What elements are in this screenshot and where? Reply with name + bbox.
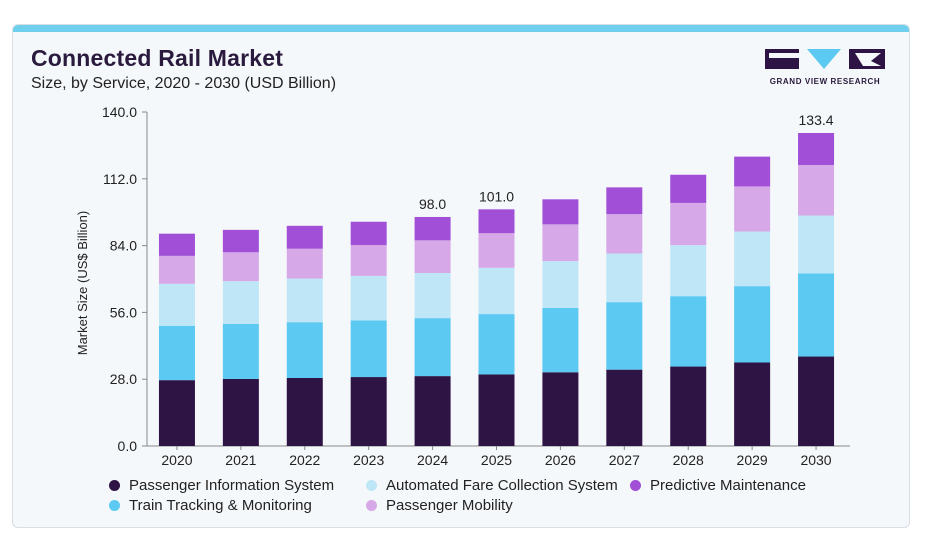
legend-item-passenger-information-system: Passenger Information System	[109, 477, 334, 494]
legend-label: Passenger Information System	[129, 477, 335, 494]
chart-title: Connected Rail Market	[31, 45, 284, 71]
legend-label: Passenger Mobility	[386, 497, 513, 514]
bar-segment-automated-fare-collection-system-2030	[798, 215, 835, 274]
bar-segment-passenger-mobility-2023	[350, 245, 387, 276]
legend-label: Predictive Maintenance	[650, 477, 806, 494]
bar-segment-predictive-maintenance-2029	[734, 156, 771, 187]
y-tick-label: 56.0	[110, 304, 137, 320]
bar-total-label: 101.0	[479, 188, 514, 204]
x-tick-label: 2028	[673, 452, 704, 468]
bar-segment-automated-fare-collection-system-2020	[158, 283, 195, 326]
bar-segment-automated-fare-collection-system-2029	[734, 231, 771, 287]
bar-segment-predictive-maintenance-2030	[798, 132, 835, 165]
bar-segment-passenger-information-system-2022	[286, 378, 323, 446]
x-tick-label: 2022	[289, 452, 320, 468]
bar-segment-passenger-information-system-2027	[606, 369, 643, 446]
bar-segment-passenger-mobility-2025	[478, 233, 515, 268]
x-tick-label: 2029	[737, 452, 768, 468]
bar-segment-passenger-information-system-2029	[734, 362, 771, 446]
card-accent-bar	[13, 25, 909, 32]
legend-swatch	[366, 480, 377, 491]
x-tick-label: 2030	[800, 452, 831, 468]
bar-segment-train-tracking-monitoring-2026	[542, 307, 579, 373]
bar-segment-passenger-mobility-2030	[798, 164, 835, 216]
x-tick-label: 2026	[545, 452, 576, 468]
bar-segment-passenger-information-system-2024	[414, 376, 451, 446]
chart-legend: Passenger Information System Automated Fa…	[109, 477, 869, 521]
bar-segment-passenger-information-system-2026	[542, 372, 579, 446]
legend-swatch	[366, 500, 377, 511]
x-tick-label: 2024	[417, 452, 448, 468]
bar-segment-passenger-information-system-2021	[222, 378, 259, 446]
bar-segment-predictive-maintenance-2021	[222, 229, 259, 253]
bar-segment-passenger-information-system-2023	[350, 377, 387, 446]
bar-segment-passenger-mobility-2020	[158, 255, 195, 284]
y-tick-label: 28.0	[110, 371, 137, 387]
bar-segment-predictive-maintenance-2024	[414, 216, 451, 241]
bar-segment-train-tracking-monitoring-2021	[222, 323, 259, 379]
bar-segment-passenger-mobility-2021	[222, 252, 259, 282]
bar-total-label: 133.4	[799, 112, 834, 128]
bar-segment-predictive-maintenance-2027	[606, 187, 643, 215]
bar-segment-automated-fare-collection-system-2022	[286, 278, 323, 323]
y-tick-label: 112.0	[103, 171, 137, 187]
bar-segment-train-tracking-monitoring-2030	[798, 273, 835, 357]
bar-segment-train-tracking-monitoring-2020	[158, 325, 195, 381]
bar-segment-predictive-maintenance-2028	[670, 174, 707, 203]
y-tick-label: 0.0	[118, 438, 138, 454]
legend-item-passenger-mobility: Passenger Mobility	[366, 497, 513, 514]
bar-segment-passenger-mobility-2029	[734, 186, 771, 232]
bar-segment-passenger-information-system-2020	[158, 380, 195, 446]
bar-segment-automated-fare-collection-system-2023	[350, 275, 387, 321]
legend-swatch	[630, 480, 641, 491]
chart-subtitle: Size, by Service, 2020 - 2030 (USD Billi…	[31, 75, 337, 92]
bar-segment-automated-fare-collection-system-2021	[222, 281, 259, 324]
bar-segment-predictive-maintenance-2026	[542, 199, 579, 225]
bar-segment-predictive-maintenance-2020	[158, 233, 195, 256]
legend-label: Automated Fare Collection System	[386, 477, 618, 494]
bar-segment-automated-fare-collection-system-2027	[606, 253, 643, 303]
bar-segment-passenger-information-system-2030	[798, 356, 835, 446]
x-tick-label: 2023	[353, 452, 384, 468]
bar-segment-train-tracking-monitoring-2029	[734, 286, 771, 363]
legend-item-predictive-maintenance: Predictive Maintenance	[630, 477, 806, 494]
bar-segment-passenger-mobility-2026	[542, 224, 579, 262]
bar-segment-automated-fare-collection-system-2028	[670, 245, 707, 297]
x-tick-label: 2027	[609, 452, 640, 468]
x-tick-label: 2025	[481, 452, 512, 468]
x-tick-label: 2020	[161, 452, 192, 468]
bar-segment-automated-fare-collection-system-2024	[414, 273, 451, 319]
legend-swatch	[109, 500, 120, 511]
logo-mark-icon	[765, 49, 885, 69]
bar-segment-predictive-maintenance-2022	[286, 225, 323, 249]
bar-segment-train-tracking-monitoring-2023	[350, 320, 387, 378]
y-tick-label: 84.0	[110, 238, 137, 254]
y-tick-label: 140.0	[102, 104, 137, 120]
bar-segment-automated-fare-collection-system-2025	[478, 267, 515, 315]
bar-segment-passenger-mobility-2028	[670, 202, 707, 246]
bar-segment-train-tracking-monitoring-2025	[478, 314, 515, 375]
y-axis-label: Market Size (US$ Billion)	[75, 211, 90, 356]
legend-swatch	[109, 480, 120, 491]
bar-segment-train-tracking-monitoring-2024	[414, 318, 451, 377]
bar-segment-passenger-mobility-2024	[414, 240, 451, 274]
x-tick-label: 2021	[225, 452, 256, 468]
legend-item-automated-fare-collection-system: Automated Fare Collection System	[366, 477, 618, 494]
bar-segment-predictive-maintenance-2025	[478, 209, 515, 234]
bar-segment-predictive-maintenance-2023	[350, 221, 387, 246]
bar-segment-passenger-mobility-2022	[286, 248, 323, 279]
bar-segment-train-tracking-monitoring-2022	[286, 322, 323, 379]
legend-item-train-tracking-monitoring: Train Tracking & Monitoring	[109, 497, 312, 514]
bar-total-label: 98.0	[419, 196, 446, 212]
bar-segment-passenger-information-system-2028	[670, 366, 707, 446]
bar-segment-passenger-information-system-2025	[478, 374, 515, 446]
bar-segment-train-tracking-monitoring-2028	[670, 296, 707, 367]
bar-segment-train-tracking-monitoring-2027	[606, 302, 643, 370]
bar-segment-automated-fare-collection-system-2026	[542, 261, 579, 308]
legend-label: Train Tracking & Monitoring	[129, 497, 312, 514]
bar-segment-passenger-mobility-2027	[606, 214, 643, 254]
grand-view-research-logo: GRAND VIEW RESEARCH	[761, 47, 889, 91]
logo-text: GRAND VIEW RESEARCH	[769, 77, 881, 86]
